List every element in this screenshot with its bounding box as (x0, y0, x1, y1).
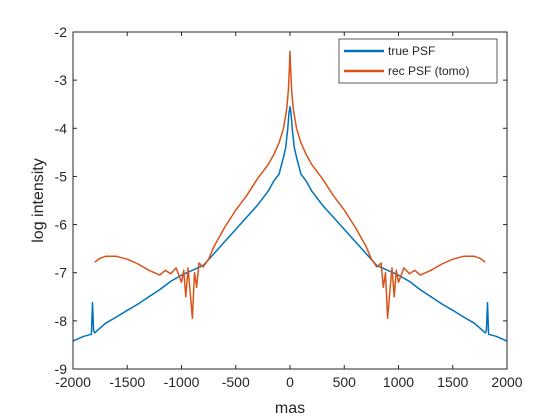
y-tick-label: -7 (55, 265, 68, 281)
y-tick-label: -3 (55, 72, 68, 88)
legend-box (338, 38, 498, 84)
x-tick-label: -500 (222, 374, 250, 390)
x-tick-label: 0 (286, 374, 294, 390)
x-axis-label: mas (275, 400, 305, 417)
series-line-rec-psf-tomo (94, 50, 486, 320)
y-tick-label: -5 (55, 168, 68, 184)
plot-area (72, 31, 508, 370)
y-tick-label: -9 (55, 361, 68, 377)
x-tick-label: 500 (333, 374, 357, 390)
y-tick-label: -6 (55, 217, 68, 233)
y-tick-label: -8 (55, 313, 68, 329)
y-axis-ticks: -9 -8 -7 -6 -5 -4 -3 -2 (55, 24, 507, 377)
series-layer (72, 50, 508, 342)
legend-label-rec-psf: rec PSF (tomo) (388, 64, 469, 78)
axes-background (73, 32, 507, 369)
x-tick-label: -2000 (55, 374, 91, 390)
x-tick-label: 1000 (383, 374, 414, 390)
x-tick-label: 2000 (491, 374, 522, 390)
x-tick-label: 1500 (437, 374, 468, 390)
x-axis-ticks: -2000 -1500 -1000 -500 0 500 1000 1500 2000 (55, 32, 523, 390)
series-line-true-psf (72, 105, 508, 342)
x-tick-label: -1500 (109, 374, 145, 390)
legend: true PSF rec PSF (tomo) (338, 38, 498, 84)
y-tick-label: -2 (55, 24, 68, 40)
x-tick-label: -1000 (164, 374, 200, 390)
y-tick-label: -4 (55, 120, 68, 136)
legend-label-true-psf: true PSF (388, 44, 435, 58)
y-axis-label: log intensity (30, 158, 47, 243)
